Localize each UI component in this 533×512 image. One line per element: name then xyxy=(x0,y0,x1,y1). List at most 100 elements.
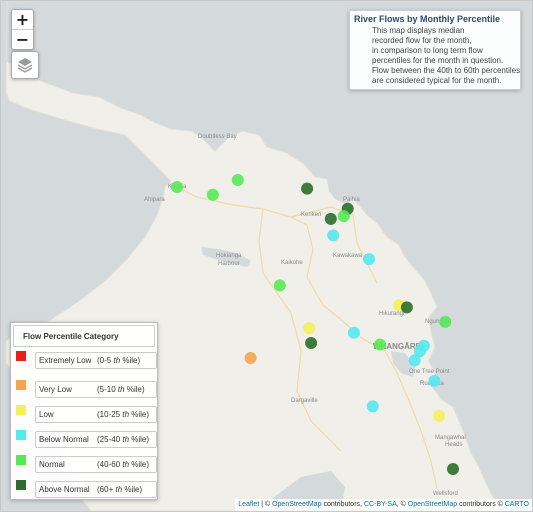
site-marker-21[interactable] xyxy=(408,354,421,367)
road-west-coast xyxy=(258,208,342,452)
legend-name: Extremely Low xyxy=(39,356,92,365)
legend-th: th xyxy=(122,410,130,419)
site-marker-10[interactable] xyxy=(273,279,286,292)
zoom-in-button[interactable]: + xyxy=(15,10,30,29)
legend-label: Low (10-25 th %ile) xyxy=(35,406,157,423)
site-marker-7[interactable] xyxy=(324,212,337,225)
site-marker-17[interactable] xyxy=(374,338,386,351)
attribution-text: , © xyxy=(396,501,408,508)
info-line: recorded flow for the month, xyxy=(372,36,472,45)
legend-range-start: (10-25 xyxy=(97,410,121,419)
info-line: percentiles for the month in question. xyxy=(372,56,504,65)
hokianga-harbour xyxy=(201,247,251,267)
legend-swatch xyxy=(16,351,26,361)
zoom-out-button[interactable]: − xyxy=(12,29,33,49)
legend-name: Low xyxy=(39,410,54,419)
attribution-carto-link[interactable]: CARTO xyxy=(504,501,529,508)
legend-range-start: (5-10 xyxy=(97,385,116,394)
attribution-osm-link-2[interactable]: OpenStreetMap xyxy=(407,501,458,508)
label-whangarei: WHANGĀREI xyxy=(373,342,423,351)
label-hokianga: Hokianga xyxy=(216,253,242,259)
site-marker-3[interactable] xyxy=(231,174,244,186)
legend-range-start: (25-40 xyxy=(97,435,121,444)
legend-th: th xyxy=(113,356,121,365)
label-hikurangi: Hikurangi xyxy=(379,311,404,317)
site-marker-13[interactable] xyxy=(439,315,452,328)
site-marker-15[interactable] xyxy=(347,326,360,339)
site-marker-9[interactable] xyxy=(363,253,375,266)
site-marker-20[interactable] xyxy=(244,352,257,364)
legend-range: (0-5 th %ile) xyxy=(97,353,140,368)
attribution-osm-link[interactable]: OpenStreetMap xyxy=(272,501,322,508)
info-title: River Flows by Monthly Percentile xyxy=(354,14,501,24)
label-harbour: Harbour xyxy=(218,261,240,267)
label-doubtless-bay: Doubtless Bay xyxy=(198,134,237,140)
legend-th: th xyxy=(122,435,130,444)
label-ngunguru: Ngunguru xyxy=(425,319,451,325)
legend-swatch xyxy=(16,480,26,490)
info-description: This map displays median recorded flow f… xyxy=(372,26,521,86)
legend-item-above-normal: Above Normal (60+ th %ile) xyxy=(13,476,157,498)
legend-th: th xyxy=(117,385,125,394)
legend-label: Very Low (5-10 th %ile) xyxy=(35,381,157,398)
site-marker-2[interactable] xyxy=(206,188,219,201)
legend-range: (60+ th %ile) xyxy=(97,482,142,497)
legend-swatch xyxy=(16,380,26,390)
legend-item-below-normal: Below Normal (25-40 th %ile) xyxy=(13,426,157,448)
legend-panel: Flow Percentile Category Extremely Low (… xyxy=(10,322,158,500)
legend-range-start: (40-60 xyxy=(97,460,121,469)
legend-item-low: Low (10-25 th %ile) xyxy=(13,401,157,423)
label-dargaville: Dargaville xyxy=(291,398,318,404)
site-marker-22[interactable] xyxy=(428,374,441,387)
info-line: in comparison to long term flow xyxy=(372,46,483,55)
legend-suffix: %ile) xyxy=(124,485,143,494)
site-marker-24[interactable] xyxy=(433,409,446,422)
legend-label: Above Normal (60+ th %ile) xyxy=(35,481,157,498)
label-paihia: Paihia xyxy=(343,197,360,203)
site-marker-4[interactable] xyxy=(301,182,314,195)
site-marker-8[interactable] xyxy=(327,229,340,242)
road-east-coast xyxy=(290,206,378,284)
site-marker-16[interactable] xyxy=(305,337,318,349)
roads xyxy=(176,186,438,490)
legend-title: Flow Percentile Category xyxy=(13,325,155,347)
site-marker-23[interactable] xyxy=(366,400,379,413)
label-kaikohe: Kaikohe xyxy=(281,260,303,266)
layers-button[interactable] xyxy=(11,51,39,79)
legend-range: (25-40 th %ile) xyxy=(97,432,149,447)
legend-range: (10-25 th %ile) xyxy=(97,407,149,422)
site-marker-14[interactable] xyxy=(303,322,316,335)
site-marker-19[interactable] xyxy=(413,345,426,358)
site-marker-12[interactable] xyxy=(400,301,413,314)
legend-suffix: %ile) xyxy=(131,435,150,444)
legend-swatch xyxy=(16,430,26,440)
label-wellsford: Wellsford xyxy=(433,491,458,497)
legend-item-normal: Normal (40-60 th %ile) xyxy=(13,451,157,473)
label-heads: Heads xyxy=(445,442,462,448)
site-marker-6[interactable] xyxy=(337,210,350,223)
legend-name: Normal xyxy=(39,460,65,469)
legend-range-start: (60+ xyxy=(97,485,114,494)
info-line: are considered typical for the month. xyxy=(372,76,502,85)
label-kerikeri: Kerikeri xyxy=(301,212,321,218)
site-marker-1[interactable] xyxy=(171,181,183,193)
label-one-tree-point: One Tree Point xyxy=(409,369,450,375)
legend-name: Above Normal xyxy=(39,485,90,494)
attribution-ccbysa-link[interactable]: CC-BY-SA xyxy=(363,501,397,508)
legend-name: Very Low xyxy=(39,385,72,394)
road-state-highway-1 xyxy=(176,186,438,490)
legend-th: th xyxy=(122,460,130,469)
legend-item-very-low: Very Low (5-10 th %ile) xyxy=(13,376,157,398)
legend-th: th xyxy=(115,485,123,494)
label-ahipara: Ahipara xyxy=(144,197,165,203)
attribution-leaflet-link[interactable]: Leaflet xyxy=(238,501,260,508)
legend-label: Extremely Low (0-5 th %ile) xyxy=(35,352,157,369)
info-line: Flow between the 40th to 60th percentile… xyxy=(372,66,521,75)
site-marker-25[interactable] xyxy=(447,463,459,475)
legend-swatch xyxy=(16,455,26,465)
legend-suffix: %ile) xyxy=(122,356,141,365)
legend-label: Below Normal (25-40 th %ile) xyxy=(35,431,157,448)
legend-suffix: %ile) xyxy=(131,460,150,469)
attribution-text: contributors, xyxy=(321,501,364,508)
